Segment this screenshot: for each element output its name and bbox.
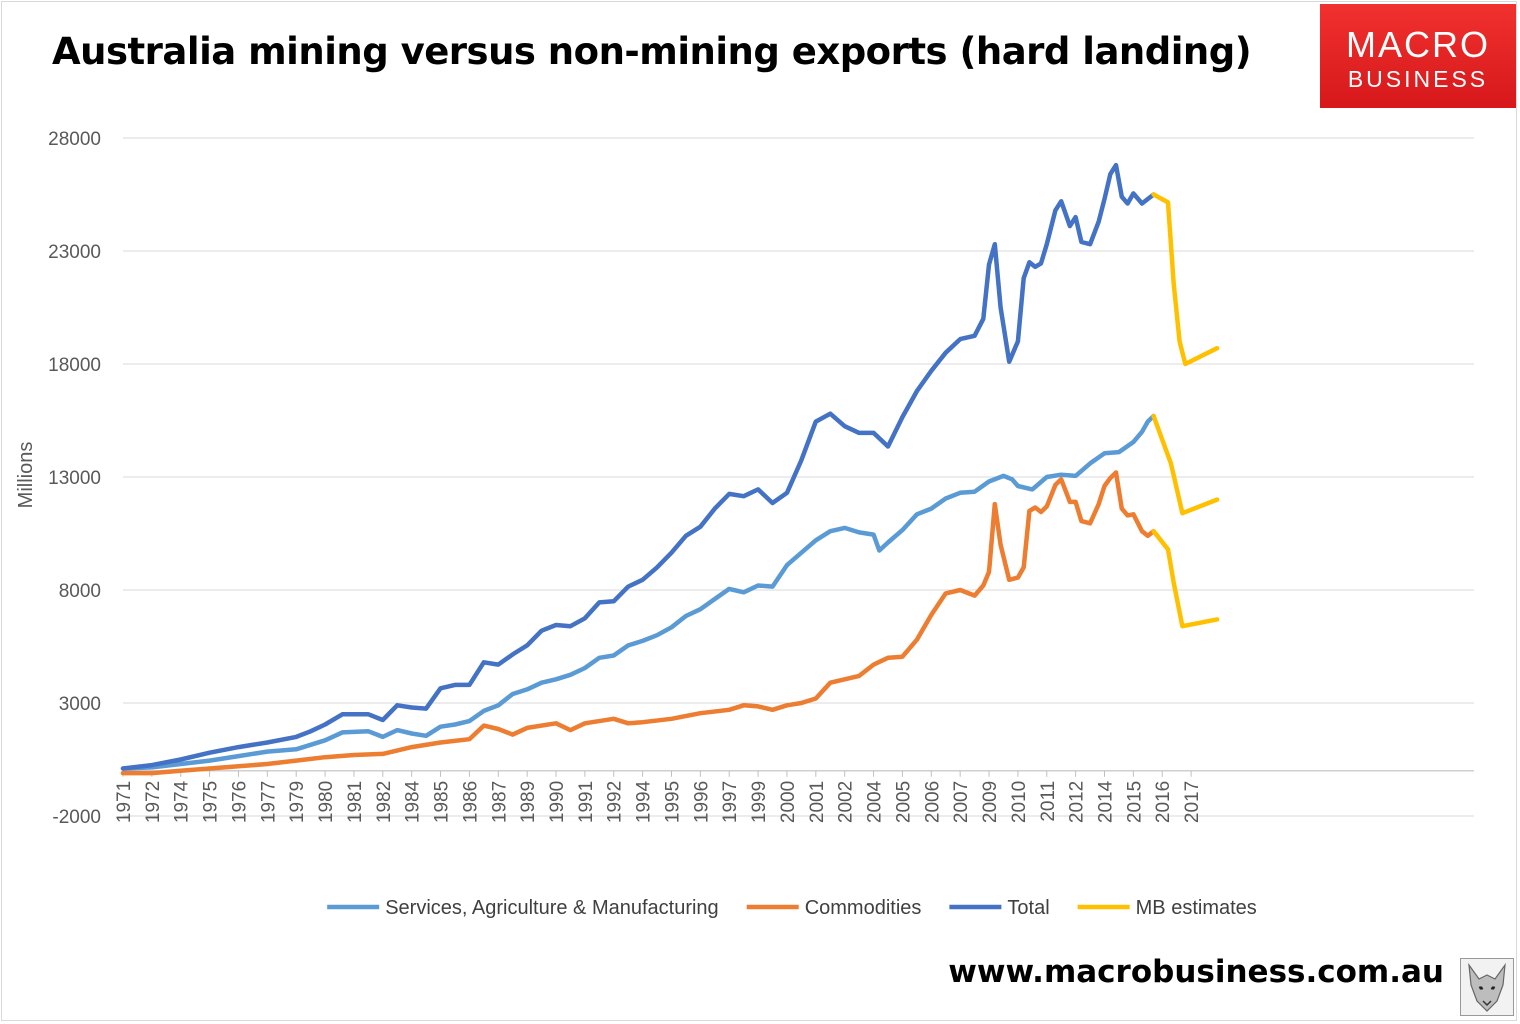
x-tick-label: 2015 <box>1124 781 1145 823</box>
x-tick-label: 1974 <box>172 780 193 823</box>
x-tick-label: 2001 <box>807 781 828 823</box>
logo-line-macro: MACRO <box>1346 24 1490 65</box>
x-tick-label: 2000 <box>778 781 799 823</box>
x-tick-label: 1980 <box>316 781 337 823</box>
x-tick-label: 2016 <box>1153 781 1174 823</box>
series-line-total <box>120 162 1156 771</box>
series-line-mb-estimates <box>1151 192 1220 367</box>
x-tick-label: 2010 <box>1009 781 1030 823</box>
x-tick-label: 1995 <box>662 781 683 823</box>
x-tick-label: 1994 <box>634 780 655 823</box>
y-tick-label: 28000 <box>48 129 101 150</box>
legend-item-total: Total <box>949 897 1050 919</box>
legend-item-mb-estimates: MB estimates <box>1077 897 1257 919</box>
legend-item-services-agriculture-manufacturing: Services, Agriculture & Manufacturing <box>327 897 719 919</box>
logo-line-business: BUSINESS <box>1347 66 1489 92</box>
website-url: www.macrobusiness.com.au <box>948 954 1444 990</box>
x-tick-label: 1982 <box>374 781 395 823</box>
macrobusiness-logo: MACRO BUSINESS <box>1320 4 1516 108</box>
x-tick-label: 2004 <box>865 780 886 823</box>
legend-label: Commodities <box>805 897 922 919</box>
x-tick-label: 1986 <box>460 781 481 823</box>
y-tick-label: -2000 <box>52 807 101 828</box>
x-tick-label: 1991 <box>576 781 597 823</box>
legend-label: Total <box>1007 897 1049 919</box>
x-tick-label: 1971 <box>114 781 135 823</box>
legend-label: Services, Agriculture & Manufacturing <box>385 897 719 919</box>
legend-label: MB estimates <box>1136 897 1257 919</box>
x-tick-label: 1977 <box>258 781 279 823</box>
x-tick-label: 2005 <box>893 781 914 823</box>
y-tick-label: 8000 <box>59 581 101 602</box>
chart-title: Australia mining versus non-mining expor… <box>52 30 1252 73</box>
x-tick-label: 1979 <box>287 781 308 823</box>
x-tick-label: 1975 <box>201 781 222 823</box>
x-tick-label: 1972 <box>143 781 164 823</box>
x-tick-label: 2009 <box>980 781 1001 823</box>
wolf-logo-icon <box>1460 958 1514 1016</box>
x-tick-label: 1996 <box>691 781 712 823</box>
x-tick-label: 1981 <box>345 781 366 823</box>
x-tick-label: 2007 <box>951 781 972 823</box>
x-tick-label: 1992 <box>605 781 626 823</box>
x-tick-label: 2006 <box>922 781 943 823</box>
series-line-mb-estimates <box>1151 528 1220 629</box>
y-tick-label: 23000 <box>48 242 101 263</box>
x-tick-label: 2012 <box>1067 781 1088 823</box>
x-tick-label: 1985 <box>432 781 453 823</box>
y-tick-label: 18000 <box>48 355 101 376</box>
x-tick-label: 1984 <box>403 780 424 823</box>
legend-item-commodities: Commodities <box>746 897 922 919</box>
x-tick-label: 2002 <box>836 781 857 823</box>
x-tick-label: 2017 <box>1182 781 1203 823</box>
y-tick-label: 3000 <box>59 694 101 715</box>
x-tick-label: 1999 <box>749 781 770 823</box>
x-tick-label: 1987 <box>489 781 510 823</box>
x-tick-label: 2011 <box>1038 781 1059 822</box>
x-tick-label: 2014 <box>1095 780 1116 823</box>
chart-legend: Services, Agriculture & Manufacturing Com… <box>327 897 1257 919</box>
x-tick-label: 1989 <box>518 781 539 823</box>
series-line-mb-estimates <box>1151 413 1220 516</box>
y-tick-label: 13000 <box>48 468 101 489</box>
y-axis-label: Millions <box>15 442 37 509</box>
series-line-commodities <box>120 470 1156 776</box>
series-line-services-agriculture-manufacturing <box>120 413 1156 771</box>
x-tick-label: 1997 <box>720 781 741 823</box>
x-tick-label: 1976 <box>229 781 250 823</box>
x-tick-label: 1990 <box>547 781 568 823</box>
